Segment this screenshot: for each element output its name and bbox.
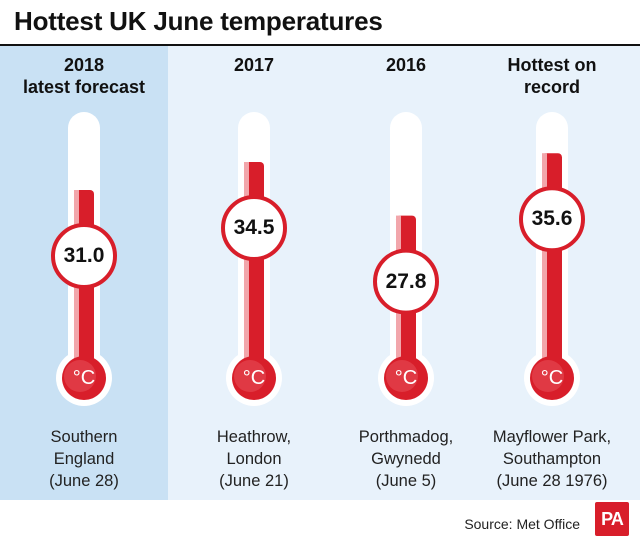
pa-logo: PA xyxy=(595,502,629,536)
source-note: Source: Met Office xyxy=(464,516,580,532)
column-header-line: 2017 xyxy=(233,55,275,75)
column-location-line: Mayflower Park, xyxy=(492,428,612,446)
column-location-line: Gwynedd xyxy=(371,450,441,468)
column-header-line: Hottest on xyxy=(507,55,597,75)
column-header-line: 2018 xyxy=(63,55,105,75)
degree-celsius-label: °C xyxy=(72,367,96,389)
title-rule xyxy=(0,44,640,46)
degree-celsius-label: °C xyxy=(242,367,266,389)
column-header-line: 2016 xyxy=(385,55,427,75)
column-location-line: (June 28 1976) xyxy=(496,472,608,490)
column-location-line: England xyxy=(53,450,115,468)
column-header: 2016 xyxy=(326,54,486,76)
value-bubble xyxy=(373,248,439,315)
value-label: 31.0 xyxy=(63,244,105,267)
mercury-highlight xyxy=(542,153,547,380)
value-bubble xyxy=(51,223,117,289)
value-label: 34.5 xyxy=(233,216,275,239)
column-location: Heathrow, London (June 21) xyxy=(169,426,339,492)
bulb-highlight xyxy=(532,360,564,392)
value-bubble xyxy=(519,186,585,253)
column-header: Hottest on record xyxy=(472,54,632,98)
column-location: Porthmadog, Gwynedd (June 5) xyxy=(321,426,491,492)
column-location-line: Porthmadog, xyxy=(358,428,454,446)
column-location-line: Heathrow, xyxy=(216,428,292,446)
column-location: Southern England (June 28) xyxy=(0,426,169,492)
mercury-highlight xyxy=(244,162,249,380)
column-location-line: (June 28) xyxy=(49,472,119,490)
column-header: 2017 xyxy=(174,54,334,76)
value-label: 27.8 xyxy=(385,269,427,293)
column-location-line: Southern xyxy=(50,428,118,446)
bulb-highlight xyxy=(64,360,96,392)
value-bubble xyxy=(221,195,287,261)
column-location: Mayflower Park, Southampton (June 28 1976) xyxy=(467,426,637,492)
column-header-line: latest forecast xyxy=(22,77,146,97)
degree-celsius-label: °C xyxy=(394,367,418,389)
bulb-highlight xyxy=(386,360,418,392)
column-location-line: London xyxy=(226,450,282,468)
chart-title: Hottest UK June temperatures xyxy=(14,6,383,36)
column-location-line: (June 5) xyxy=(375,472,437,490)
column-location-line: Southampton xyxy=(502,450,602,468)
bulb-highlight xyxy=(234,360,266,392)
column-header: 2018 latest forecast xyxy=(4,54,164,98)
degree-celsius-label: °C xyxy=(540,367,564,389)
column-location-line: (June 21) xyxy=(219,472,289,490)
column-header-line: record xyxy=(523,77,581,97)
value-label: 35.6 xyxy=(531,207,573,231)
